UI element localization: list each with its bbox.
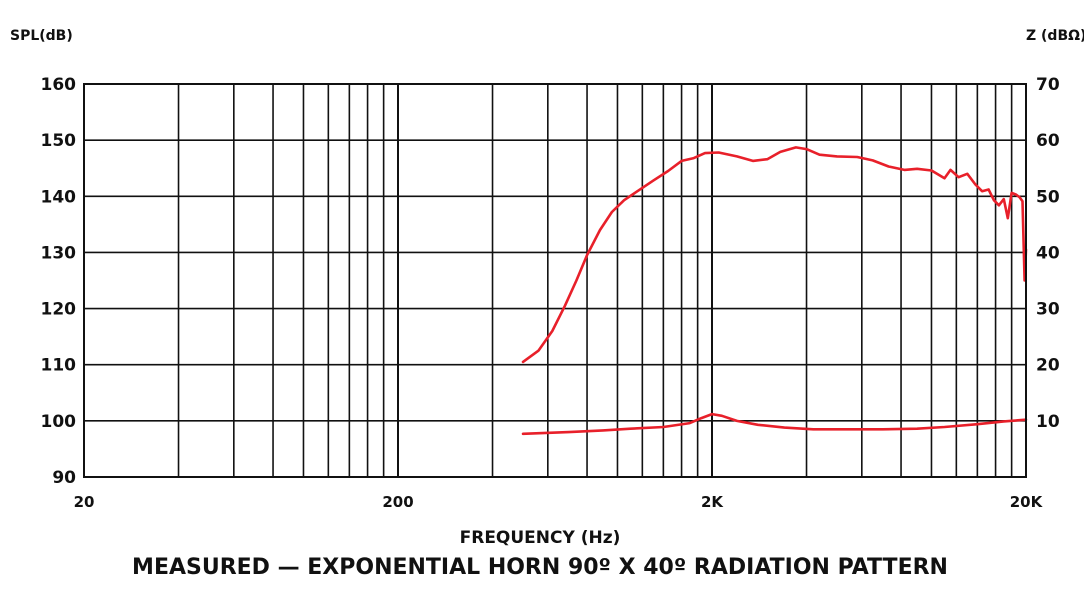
y-axis-left-label: SPL(dB) [10,28,73,44]
y-axis-right-label: Z (dBΩ) [1026,28,1084,44]
y-tick-label-right: 30 [1036,300,1060,320]
y-tick-label-right: 60 [1036,131,1060,151]
x-tick-label: 2K [701,493,724,511]
y-tick-label-left: 90 [52,468,76,488]
y-tick-label-left: 130 [41,243,77,263]
y-tick-label-left: 100 [41,412,77,432]
x-tick-label: 20K [1010,493,1044,511]
grid [83,83,1027,478]
y-tick-label-left: 120 [41,300,77,320]
chart-caption: MEASURED — EXPONENTIAL HORN 90º X 40º RA… [132,555,948,580]
y-tick-label-right: 70 [1036,75,1060,95]
x-tick-label: 200 [382,493,413,511]
y-tick-label-left: 110 [41,356,77,376]
y-axis-left-ticks: 90 100 110 120 130 140 150 160 [41,75,77,488]
y-tick-label-left: 140 [41,187,77,207]
impedance-curve [521,412,1028,436]
y-axis-right-ticks: 10 20 30 40 50 60 70 [1036,75,1060,432]
x-tick-label: 20 [74,493,95,511]
spl-response-curve [521,146,1028,364]
y-tick-label-right: 10 [1036,412,1060,432]
y-tick-label-right: 40 [1036,243,1060,263]
plot-frame [83,83,1027,478]
y-tick-label-left: 150 [41,131,77,151]
x-axis-ticks: 20 200 2K 20K [74,493,1044,511]
y-tick-label-left: 160 [41,75,77,95]
x-axis-label: FREQUENCY (Hz) [460,528,621,548]
y-tick-label-right: 20 [1036,356,1060,376]
y-tick-label-right: 50 [1036,187,1060,207]
series-group [521,146,1028,436]
